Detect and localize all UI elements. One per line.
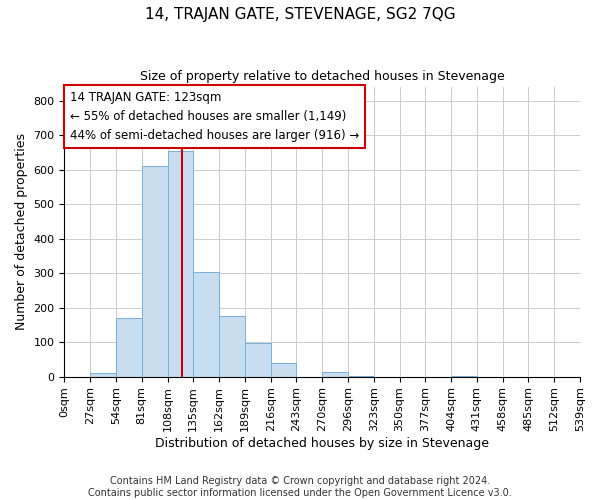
- Bar: [90, 372, 116, 376]
- Bar: [271, 363, 296, 376]
- Bar: [245, 343, 271, 376]
- Bar: [167, 151, 193, 376]
- Bar: [142, 166, 167, 376]
- Bar: [219, 316, 245, 376]
- Text: 14 TRAJAN GATE: 123sqm
← 55% of detached houses are smaller (1,149)
44% of semi-: 14 TRAJAN GATE: 123sqm ← 55% of detached…: [70, 92, 359, 142]
- Text: 14, TRAJAN GATE, STEVENAGE, SG2 7QG: 14, TRAJAN GATE, STEVENAGE, SG2 7QG: [145, 8, 455, 22]
- Y-axis label: Number of detached properties: Number of detached properties: [15, 134, 28, 330]
- Title: Size of property relative to detached houses in Stevenage: Size of property relative to detached ho…: [140, 70, 505, 83]
- Bar: [116, 318, 142, 376]
- Text: Contains HM Land Registry data © Crown copyright and database right 2024.
Contai: Contains HM Land Registry data © Crown c…: [88, 476, 512, 498]
- X-axis label: Distribution of detached houses by size in Stevenage: Distribution of detached houses by size …: [155, 437, 489, 450]
- Bar: [322, 372, 348, 376]
- Bar: [193, 272, 219, 376]
